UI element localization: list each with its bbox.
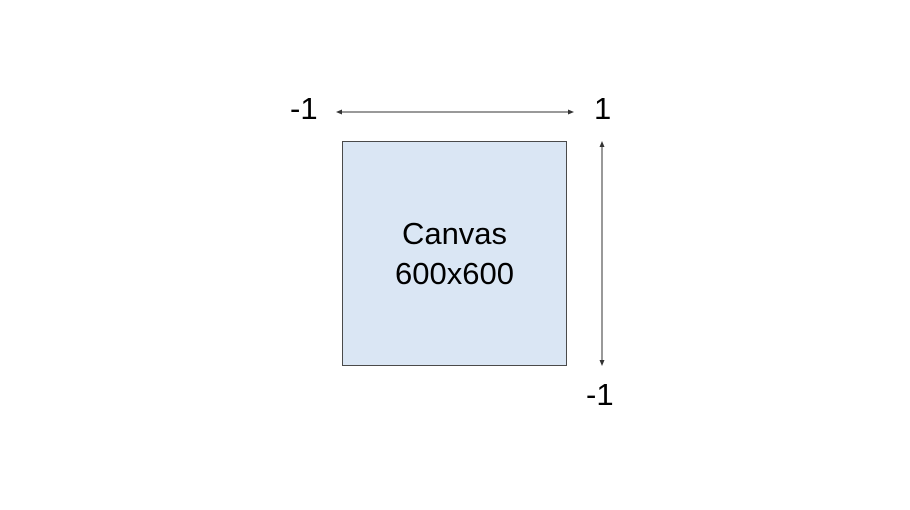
x-axis-max-label: 1 [594, 91, 612, 126]
x-axis-min-label: -1 [290, 91, 318, 126]
canvas-title: Canvas [401, 215, 508, 251]
canvas-box: Canvas 600x600 [342, 141, 567, 366]
x-axis-arrow [336, 109, 574, 115]
y-axis-arrow [599, 141, 605, 366]
y-axis-min-label: -1 [586, 377, 614, 412]
canvas-size-label: 600x600 [395, 255, 514, 291]
